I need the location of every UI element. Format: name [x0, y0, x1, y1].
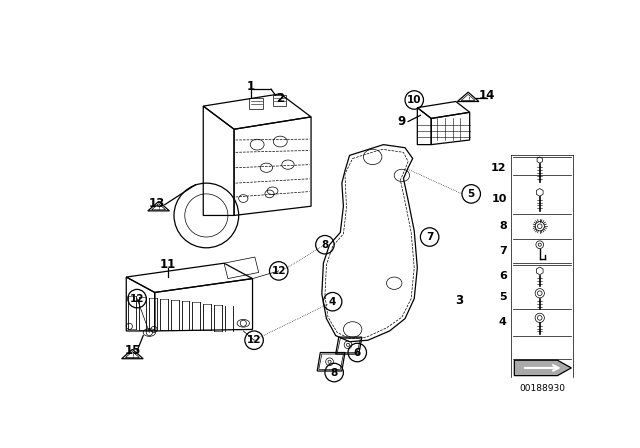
Text: 12: 12 [271, 266, 286, 276]
Text: !: ! [131, 354, 134, 359]
Text: 11: 11 [160, 258, 176, 271]
Text: 12: 12 [247, 335, 261, 345]
Text: 14: 14 [479, 89, 495, 102]
Text: 10: 10 [407, 95, 422, 105]
Text: 13: 13 [149, 197, 165, 210]
Text: 9: 9 [398, 115, 406, 128]
Text: 3: 3 [455, 293, 463, 307]
Text: 8: 8 [499, 221, 507, 231]
Text: 12: 12 [491, 163, 507, 173]
Text: 8: 8 [321, 240, 328, 250]
Text: 4: 4 [499, 317, 507, 327]
Text: 5: 5 [499, 292, 507, 302]
Text: 8: 8 [330, 367, 338, 378]
Polygon shape [515, 360, 572, 375]
Text: !: ! [157, 206, 160, 211]
Text: 00188930: 00188930 [519, 384, 565, 393]
Text: 4: 4 [329, 297, 336, 307]
Text: 6: 6 [354, 348, 361, 358]
Text: 6: 6 [499, 271, 507, 280]
Text: 12: 12 [130, 293, 144, 304]
Text: 15: 15 [124, 345, 141, 358]
Text: 7: 7 [499, 246, 507, 256]
Text: !: ! [467, 97, 470, 102]
Text: 7: 7 [426, 232, 433, 242]
Text: 10: 10 [492, 194, 507, 203]
Text: 1: 1 [247, 80, 255, 93]
Text: 2: 2 [276, 92, 284, 105]
Text: 5: 5 [468, 189, 475, 199]
